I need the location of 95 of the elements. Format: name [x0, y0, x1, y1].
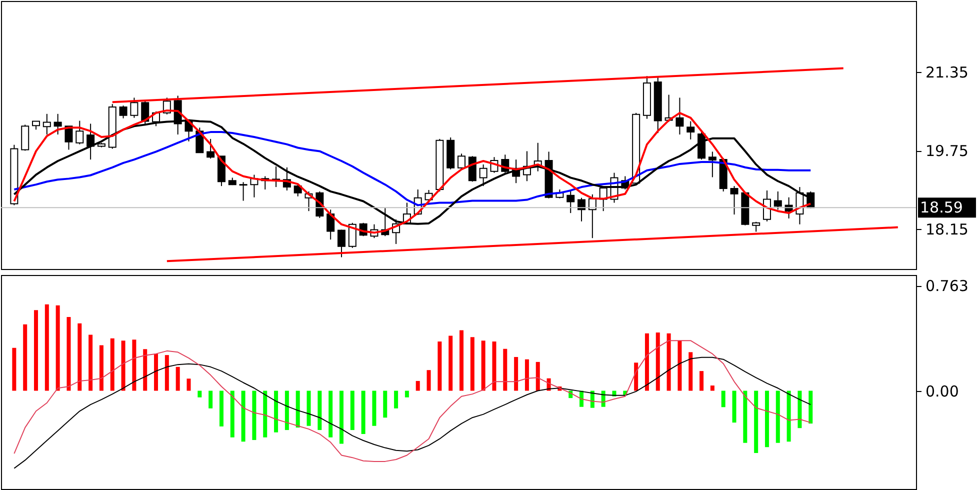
bar [644, 333, 649, 391]
bar [481, 340, 486, 391]
candlestick [468, 156, 476, 182]
bar [383, 390, 388, 418]
bar [176, 366, 180, 391]
bar [186, 378, 191, 391]
bar [56, 305, 60, 391]
bar [492, 342, 496, 391]
bar [372, 390, 376, 426]
candlestick [774, 190, 782, 210]
candlestick [21, 124, 30, 152]
bar [241, 390, 246, 442]
bar [634, 362, 638, 391]
candlestick [686, 120, 695, 140]
y-tick-label: 21.35 [926, 64, 968, 82]
bar [764, 390, 769, 448]
bar [208, 390, 213, 408]
bar [328, 390, 333, 438]
bar [284, 390, 289, 430]
candlestick [458, 153, 466, 170]
candlestick [130, 97, 138, 118]
bar [470, 337, 474, 391]
bar [164, 355, 169, 391]
bar [219, 390, 224, 426]
bar [78, 323, 82, 391]
bar [34, 310, 38, 391]
line-series [14, 356, 812, 469]
candlestick [566, 190, 575, 214]
bar [66, 317, 71, 391]
bar [110, 338, 114, 391]
bar [710, 386, 714, 391]
bar [99, 345, 104, 391]
ref-line-label: 18.59 [920, 198, 963, 217]
bar [656, 332, 660, 391]
bar [296, 390, 300, 428]
bar [776, 390, 780, 443]
bar [394, 390, 398, 408]
bar [404, 390, 409, 398]
bar [514, 356, 518, 391]
bar [688, 352, 693, 391]
bar [503, 348, 508, 391]
y-tick-label: 0.763 [926, 277, 968, 296]
bar [306, 390, 311, 426]
candlestick [337, 229, 346, 258]
bar [230, 390, 234, 438]
bar [339, 390, 344, 444]
candlestick [239, 182, 248, 202]
bar [263, 390, 268, 438]
bar [448, 336, 453, 391]
bar [12, 348, 16, 391]
bar [754, 390, 758, 454]
line-series [14, 340, 812, 462]
bar [426, 370, 431, 391]
bar [132, 340, 136, 391]
bar [666, 333, 671, 391]
bar [154, 354, 158, 391]
bar [743, 390, 748, 443]
bar [721, 390, 726, 408]
bar [536, 362, 540, 391]
bar [460, 330, 464, 391]
bar [786, 390, 791, 442]
candlestick [479, 164, 488, 187]
candlestick [76, 120, 84, 145]
bar [318, 390, 322, 430]
bar [732, 390, 736, 423]
bar [350, 390, 354, 430]
bar [23, 324, 28, 391]
candlestick [326, 209, 335, 240]
bar [198, 390, 202, 398]
bar [678, 340, 682, 391]
candlestick [86, 123, 95, 160]
bar [524, 359, 529, 391]
bar [274, 390, 278, 432]
candlestick [206, 138, 215, 160]
y-tick-label: 19.75 [926, 142, 968, 160]
candlestick [119, 105, 128, 119]
bar [438, 342, 442, 391]
bar [121, 340, 126, 391]
bar [416, 380, 420, 391]
bar [808, 390, 813, 424]
bar [361, 390, 366, 434]
bar [143, 349, 148, 391]
candlestick [676, 97, 684, 136]
bar [88, 334, 93, 391]
y-tick-label: 18.15 [926, 220, 968, 239]
candlestick [708, 151, 716, 178]
candlestick [730, 186, 738, 216]
candlestick [54, 113, 62, 136]
candlestick [752, 221, 760, 232]
y-tick-label: 0.00 [926, 382, 959, 400]
bar [44, 304, 49, 391]
bar [798, 390, 802, 428]
candlestick [42, 113, 51, 136]
bar [700, 371, 704, 391]
bar [252, 390, 256, 440]
